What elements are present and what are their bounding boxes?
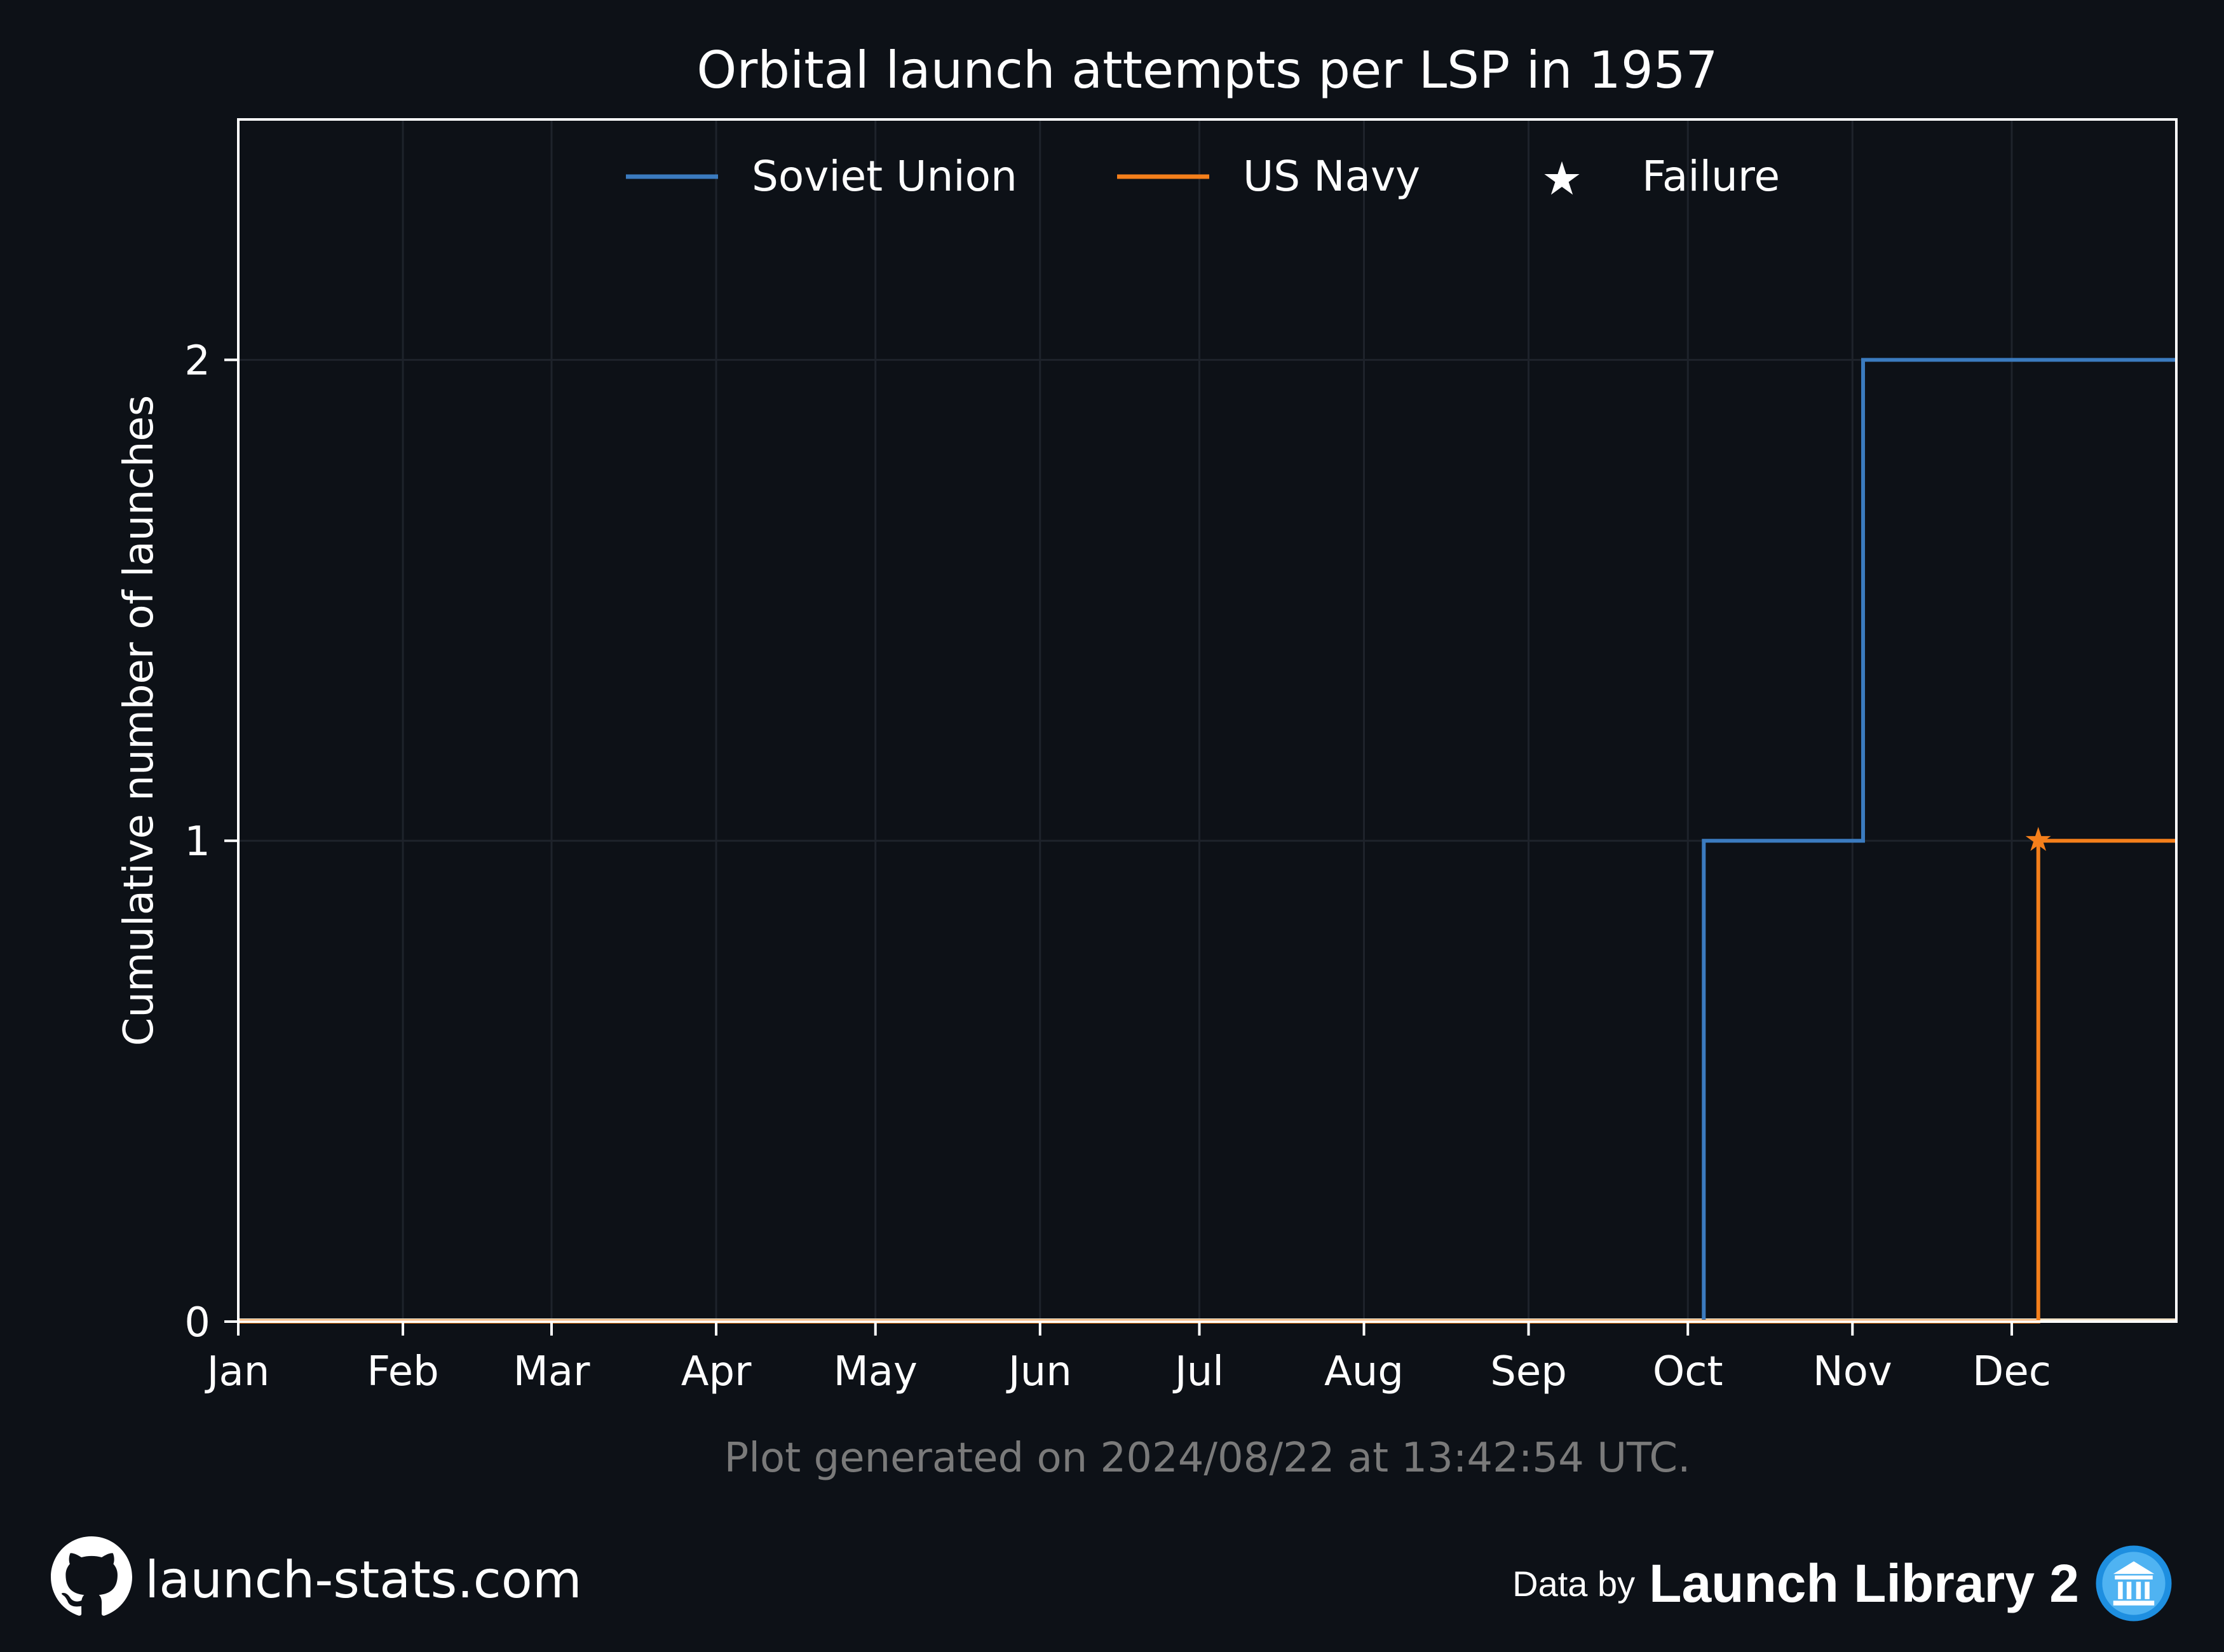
data-by-label: Data by [1512, 1563, 1636, 1604]
series-line-us-navy [238, 839, 2176, 1324]
x-tick-label: Apr [681, 1348, 752, 1395]
y-axis-label: Cumulative number of launches [116, 395, 163, 1046]
x-tick-label: Aug [1324, 1348, 1404, 1395]
x-tick-label: Jan [205, 1348, 270, 1395]
x-tick-label: Mar [513, 1348, 590, 1395]
legend-label-soviet-union: Soviet Union [752, 152, 1017, 201]
github-icon [51, 1536, 132, 1616]
axes-frame [237, 118, 2178, 1323]
legend-star-icon: ★ [1542, 152, 1583, 205]
x-tick-label: Oct [1653, 1348, 1723, 1395]
x-tick-label: Jun [1006, 1348, 1072, 1395]
site-link[interactable]: launch-stats.com [145, 1550, 582, 1609]
y-axis: 0 1 2 [184, 337, 238, 1346]
library-icon [2096, 1545, 2172, 1622]
grid [237, 119, 2176, 1323]
y-tick-label: 0 [184, 1299, 210, 1346]
x-tick-label: May [834, 1348, 918, 1395]
x-axis: Jan Feb Mar Apr May Jun Jul Aug Sep Oct Nov Dec [205, 1322, 2051, 1395]
launch-library-label[interactable]: Launch Library 2 [1649, 1553, 2079, 1613]
x-tick-label: Sep [1490, 1348, 1567, 1395]
x-tick-label: Nov [1813, 1348, 1892, 1395]
legend: Soviet Union US Navy ★ Failure [626, 152, 1780, 205]
generated-note: Plot generated on 2024/08/22 at 13:42:54… [724, 1435, 1691, 1482]
x-tick-label: Feb [367, 1348, 438, 1395]
legend-label-failure: Failure [1642, 152, 1780, 201]
x-tick-label: Dec [1972, 1348, 2051, 1395]
x-tick-label: Jul [1172, 1348, 1224, 1395]
chart-title: Orbital launch attempts per LSP in 1957 [696, 41, 1718, 100]
y-tick-label: 1 [184, 818, 210, 865]
legend-label-us-navy: US Navy [1243, 152, 1420, 201]
failure-marker: ★ [2023, 821, 2053, 859]
y-tick-label: 2 [184, 337, 210, 384]
data-credit: Data by Launch Library 2 [1512, 1545, 2224, 1622]
